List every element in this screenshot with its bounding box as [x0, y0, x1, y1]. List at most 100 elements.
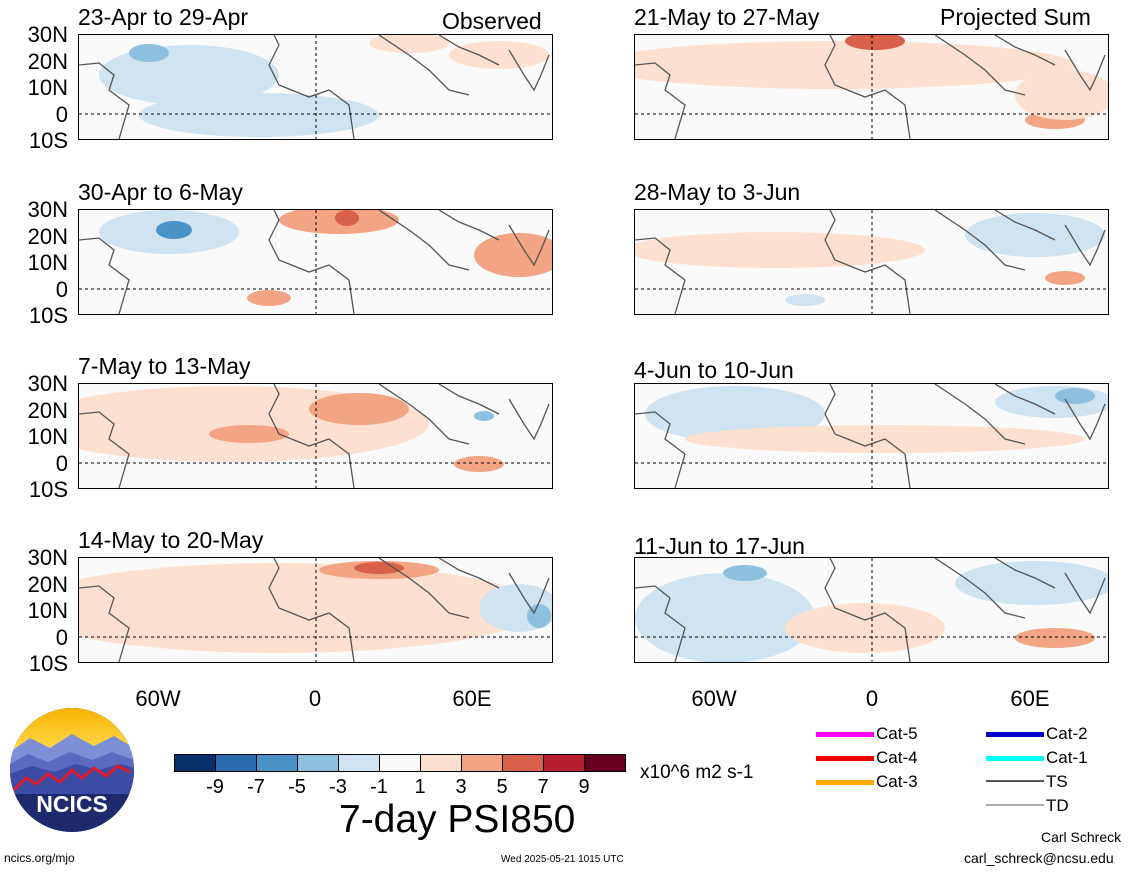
- coastline: [508, 572, 550, 615]
- colorbar-swatch: [174, 754, 216, 772]
- coastline: [378, 210, 470, 271]
- anomaly-region: [449, 41, 549, 69]
- colorbar-title: 7-day PSI850: [339, 798, 576, 841]
- coastline: [438, 384, 500, 415]
- storm-legend-line: [986, 780, 1044, 782]
- anomaly-region: [635, 573, 815, 662]
- coastline: [934, 558, 1026, 619]
- anomaly-region: [335, 210, 359, 226]
- anomaly-region: [156, 221, 192, 239]
- colorbar-swatch: [502, 754, 544, 772]
- lat-label-row2-0: 30N: [27, 197, 68, 222]
- coastline: [635, 62, 686, 139]
- anomaly-region: [1045, 271, 1085, 285]
- coastline: [378, 35, 470, 96]
- coastline: [508, 398, 550, 441]
- coastline: [934, 384, 1026, 445]
- coastline: [824, 558, 911, 662]
- anomaly-region: [955, 561, 1108, 605]
- anomaly-region: [79, 563, 539, 653]
- storm-legend-label: Cat-4: [876, 748, 918, 767]
- coastline: [994, 384, 1056, 415]
- storm-legend-line: [986, 756, 1044, 761]
- observed-header: Observed: [442, 8, 542, 34]
- lat-label-row2-1: 20N: [27, 223, 68, 249]
- anomaly-region: [247, 290, 291, 306]
- coastline: [635, 237, 686, 314]
- lat-label-row3-2: 10N: [27, 424, 68, 449]
- coastline: [1064, 224, 1106, 267]
- colorbar-swatch: [543, 754, 585, 772]
- footer-author: Carl Schreck: [1041, 829, 1122, 845]
- storm-legend-label: Cat-1: [1046, 748, 1088, 767]
- coastline: [508, 49, 550, 92]
- anomaly-region: [1055, 388, 1095, 404]
- footer-url: ncics.org/mjo: [4, 851, 75, 865]
- storm-legend-line: [986, 732, 1044, 737]
- colorbar-swatch: [297, 754, 339, 772]
- lat-label-row1-3: 0: [55, 101, 68, 127]
- lat-label-row1-4: 10S: [28, 128, 68, 153]
- lat-label-row2-4: 10S: [28, 303, 68, 328]
- map-panel-right-1: [634, 34, 1109, 140]
- colorbar-swatch: [584, 754, 626, 772]
- anomaly-region: [723, 565, 767, 581]
- anomaly-region: [845, 35, 905, 50]
- coastline: [934, 35, 1026, 96]
- coastline: [268, 384, 355, 488]
- colorbar-tick-label: 7: [537, 776, 549, 798]
- panel-title-right-2: 28-May to 3-Jun: [634, 179, 801, 205]
- storm-legend-label: TS: [1046, 772, 1068, 791]
- colorbar-units: x10^6 m2 s-1: [640, 762, 754, 783]
- coastline: [1064, 49, 1106, 92]
- lat-label-row1-2: 10N: [27, 75, 68, 100]
- coastline: [378, 558, 470, 619]
- colorbar-swatch: [379, 754, 421, 772]
- colorbar-tick-label: -5: [288, 776, 306, 798]
- coastline: [438, 35, 500, 66]
- coastline: [79, 62, 130, 139]
- lat-label-row4-3: 0: [55, 624, 68, 650]
- map-panel-right-4: [634, 557, 1109, 663]
- map-panel-left-2: [78, 209, 553, 315]
- panel-title-left-4: 14-May to 20-May: [78, 527, 264, 553]
- anomaly-region: [1015, 628, 1095, 648]
- coastline: [994, 35, 1056, 66]
- storm-legend-label: Cat-3: [876, 772, 918, 791]
- footer-timestamp: Wed 2025-05-21 1015 UTC: [501, 854, 624, 865]
- coastline: [79, 237, 130, 314]
- colorbar-swatch: [215, 754, 257, 772]
- lat-label-row3-0: 30N: [27, 371, 68, 396]
- anomaly-region: [474, 233, 552, 277]
- panel-title-left-1: 23-Apr to 29-Apr: [78, 4, 249, 30]
- map-panel-left-1: [78, 34, 553, 140]
- coastline: [994, 558, 1056, 589]
- lat-label-row2-3: 0: [55, 276, 68, 302]
- colorbar-swatch: [420, 754, 462, 772]
- colorbar-swatch: [338, 754, 380, 772]
- footer-email: carl_schreck@ncsu.edu: [964, 850, 1114, 866]
- colorbar-tick-label: -9: [206, 776, 224, 798]
- panel-title-right-4: 11-Jun to 17-Jun: [634, 533, 805, 559]
- lat-label-row1-0: 30N: [27, 22, 68, 47]
- map-panel-left-4: [78, 557, 553, 663]
- coastline: [824, 210, 911, 314]
- ncics-logo: NCICS: [10, 708, 134, 832]
- panel-title-left-2: 30-Apr to 6-May: [78, 179, 243, 205]
- projected-header: Projected Sum: [940, 4, 1091, 30]
- lat-label-row4-2: 10N: [27, 598, 68, 623]
- coastline: [438, 210, 500, 241]
- lat-label-row3-4: 10S: [28, 477, 68, 502]
- lat-label-row3-3: 0: [55, 450, 68, 476]
- coastline: [824, 384, 911, 488]
- anomaly-region: [309, 393, 409, 425]
- lon-label-left-0: 0: [308, 686, 322, 711]
- lon-label-left-60w: 60W: [135, 686, 181, 711]
- lat-label-row4-1: 20N: [27, 571, 68, 597]
- coastline: [635, 585, 686, 662]
- coastline: [268, 210, 355, 314]
- colorbar-swatch: [461, 754, 503, 772]
- logo-text: NCICS: [36, 791, 108, 817]
- anomaly-region: [354, 562, 404, 574]
- colorbar-tick-label: 5: [496, 776, 508, 798]
